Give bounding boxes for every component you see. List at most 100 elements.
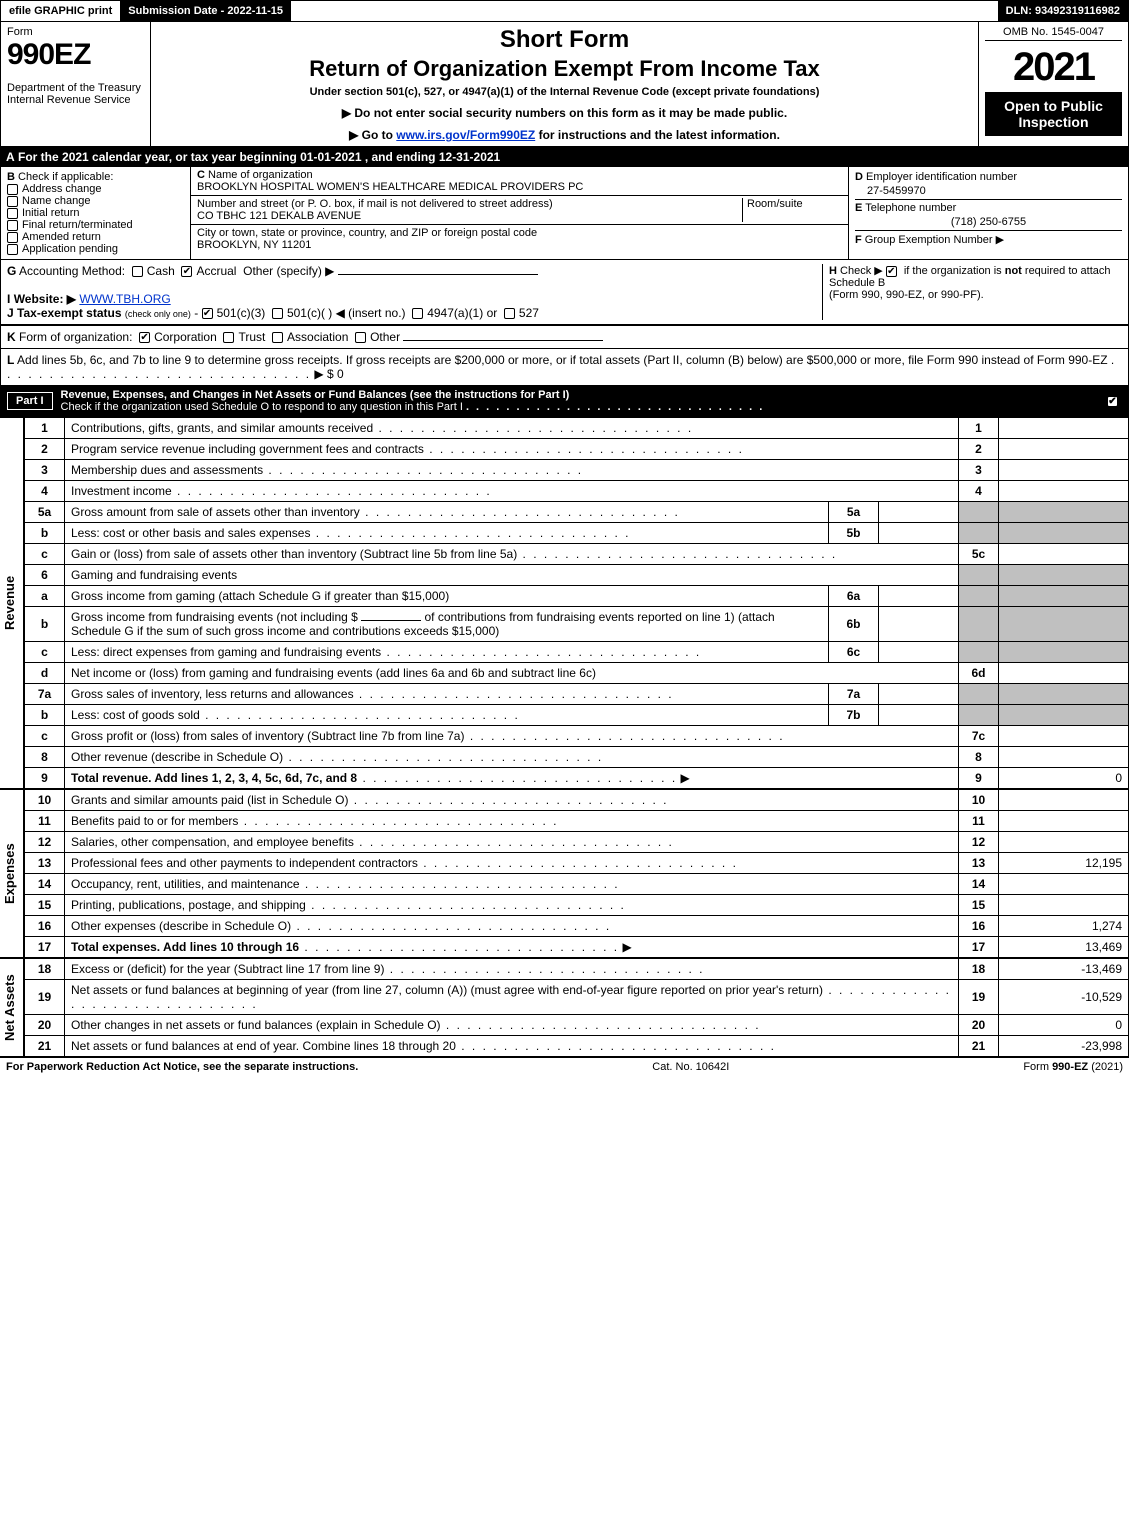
label-f: F [855,234,862,246]
opt-527: 527 [519,306,539,320]
open-public: Open to Public Inspection [985,92,1122,136]
opt-pending: Application pending [22,243,118,255]
opt-501c: 501(c)( ) ◀ (insert no.) [287,306,406,320]
i-text: Website: ▶ [14,292,76,306]
expenses-tab: Expenses [0,789,24,958]
c-name-label: Name of organization [208,169,313,181]
topbar: efile GRAPHIC print Submission Date - 20… [0,0,1129,22]
org-city: BROOKLYN, NY 11201 [197,239,311,251]
revenue-tab: Revenue [0,417,24,789]
chk-final[interactable] [7,220,18,231]
chk-501c[interactable] [272,308,283,319]
chk-initial[interactable] [7,208,18,219]
line-9: 9Total revenue. Add lines 1, 2, 3, 4, 5c… [25,768,1129,789]
opt-final: Final return/terminated [22,219,133,231]
label-i: I [7,292,10,306]
chk-other-org[interactable] [355,332,366,343]
chk-501c3[interactable] [202,308,213,319]
part1-sub: (see the instructions for Part I) [410,389,570,401]
room-suite-label: Room/suite [742,198,842,222]
line-6d: dNet income or (loss) from gaming and fu… [25,663,1129,684]
line-8: 8Other revenue (describe in Schedule O)8 [25,747,1129,768]
label-a: A [6,150,15,164]
footer: For Paperwork Reduction Act Notice, see … [0,1057,1129,1076]
label-c: C [197,169,205,181]
footer-right: Form 990-EZ (2021) [1023,1061,1123,1073]
dln: DLN: 93492319116982 [998,1,1128,21]
part1-check: Check if the organization used Schedule … [61,401,463,413]
label-l: L [7,353,14,367]
other-org-input[interactable] [403,340,603,341]
opt-4947: 4947(a)(1) or [427,306,497,320]
efile-print[interactable]: efile GRAPHIC print [1,1,120,21]
line-4: 4Investment income4 [25,481,1129,502]
j-text: Tax-exempt status [17,306,121,320]
opt-address: Address change [22,183,102,195]
b-title: Check if applicable: [18,171,113,183]
line-6b: bGross income from fundraising events (n… [25,607,1129,642]
note-goto-pre: ▶ Go to [349,128,396,142]
line-11: 11Benefits paid to or for members11 [25,811,1129,832]
title-return: Return of Organization Exempt From Incom… [159,56,970,82]
chk-address-change[interactable] [7,184,18,195]
opt-other-org: Other [370,330,400,344]
e-title: Telephone number [865,202,956,214]
h-text4: (Form 990, 990-EZ, or 990-PF). [829,289,984,301]
line-6: 6Gaming and fundraising events [25,565,1129,586]
line-14: 14Occupancy, rent, utilities, and mainte… [25,874,1129,895]
note-ssn: ▶ Do not enter social security numbers o… [159,106,970,120]
opt-trust: Trust [238,330,265,344]
chk-assoc[interactable] [272,332,283,343]
line-5c: cGain or (loss) from sale of assets othe… [25,544,1129,565]
website-link[interactable]: WWW.TBH.ORG [79,292,170,306]
line-7b: bLess: cost of goods sold7b [25,705,1129,726]
line-19: 19Net assets or fund balances at beginni… [25,980,1129,1015]
irs-link[interactable]: www.irs.gov/Form990EZ [396,128,535,142]
form-word: Form [7,26,144,38]
label-j: J [7,306,14,320]
chk-amended[interactable] [7,232,18,243]
irs: Internal Revenue Service [7,94,144,106]
header-mid: Short Form Return of Organization Exempt… [151,22,978,146]
label-h: H [829,265,837,277]
label-d: D [855,171,863,183]
line-13: 13Professional fees and other payments t… [25,853,1129,874]
expenses-table: 10Grants and similar amounts paid (list … [24,789,1129,958]
chk-corp[interactable] [139,332,150,343]
h-text1: Check ▶ [840,265,883,277]
chk-527[interactable] [504,308,515,319]
line-6a: aGross income from gaming (attach Schedu… [25,586,1129,607]
chk-accrual[interactable] [181,266,192,277]
chk-trust[interactable] [223,332,234,343]
dept-treasury: Department of the Treasury [7,82,144,94]
revenue-table: 1Contributions, gifts, grants, and simil… [24,417,1129,789]
part1-dots [466,401,764,413]
header-left: Form 990EZ Department of the Treasury In… [1,22,151,146]
chk-schedule-b[interactable] [886,266,897,277]
chk-4947[interactable] [412,308,423,319]
line-2: 2Program service revenue including gover… [25,439,1129,460]
opt-name: Name change [22,195,91,207]
header-right: OMB No. 1545-0047 2021 Open to Public In… [978,22,1128,146]
line-7c: cGross profit or (loss) from sales of in… [25,726,1129,747]
line-10: 10Grants and similar amounts paid (list … [25,790,1129,811]
line-18: 18Excess or (deficit) for the year (Subt… [25,959,1129,980]
chk-cash[interactable] [132,266,143,277]
line-7a: 7aGross sales of inventory, less returns… [25,684,1129,705]
chk-name-change[interactable] [7,196,18,207]
label-b: B [7,171,15,183]
row-bcd: B Check if applicable: Address change Na… [0,167,1129,260]
j-sub: (check only one) [125,309,191,319]
part1-header: Part I Revenue, Expenses, and Changes in… [0,386,1129,417]
footer-left: For Paperwork Reduction Act Notice, see … [6,1061,358,1073]
opt-other-specify: Other (specify) ▶ [243,264,334,278]
label-k: K [7,330,16,344]
line-16: 16Other expenses (describe in Schedule O… [25,916,1129,937]
other-input[interactable] [338,274,538,275]
chk-pending[interactable] [7,244,18,255]
f-arrow: ▶ [996,234,1004,246]
h-not: not [1005,265,1022,277]
label-g: G [7,264,16,278]
chk-schedule-o[interactable] [1107,396,1118,407]
section-def: D Employer identification number 27-5459… [848,167,1128,259]
